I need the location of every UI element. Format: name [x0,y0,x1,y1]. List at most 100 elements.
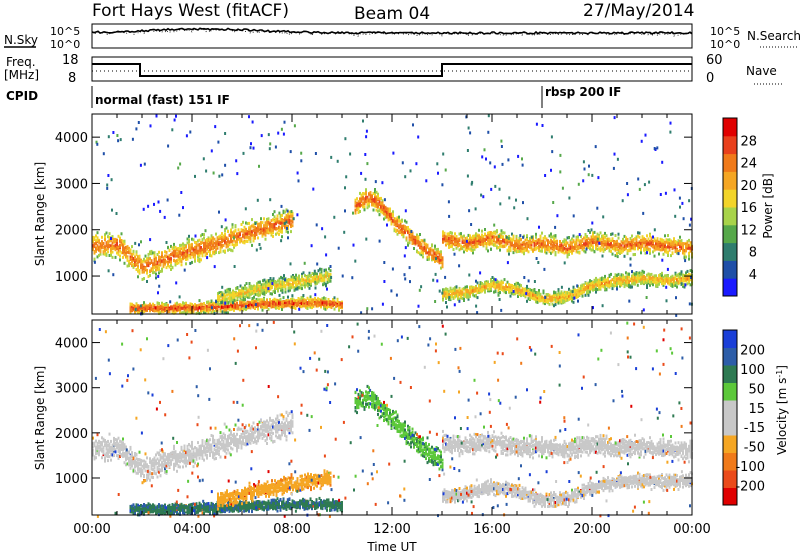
scatter-cell [532,296,534,300]
scatter-cell [485,237,488,241]
scatter-cell [619,278,621,282]
scatter-cell [491,235,494,239]
scatter-cell [443,231,446,235]
scatter-cell [593,241,596,244]
scatter-cell [688,272,690,276]
scatter-cell [401,233,403,237]
scatter-cell [152,251,154,255]
scatter-cell [542,241,545,245]
scatter-cell [243,229,246,233]
scatter-cell [464,292,467,296]
scatter-cell [469,241,471,245]
scatter-cell [667,241,669,245]
scatter-cell [566,248,569,252]
scatter-cell [595,238,597,242]
scatter-cell [231,249,234,253]
scatter-cell [225,226,228,230]
scatter-cell [565,241,567,245]
scatter-cell [249,230,252,234]
scatter-cell [448,237,450,240]
scatter-cell [374,190,376,194]
scatter-cell [475,239,477,243]
scatter-cell [631,285,633,289]
scatter-cell [590,228,593,232]
scatter-cell [469,238,471,241]
scatter-cell [194,245,196,249]
scatter-cell [221,235,223,239]
scatter-cell [517,240,519,244]
scatter-cell [356,204,358,208]
scatter-cell [482,237,485,241]
scatter-cell [490,232,492,236]
scatter-cell [230,236,232,240]
scatter-cell [417,235,420,239]
scatter-cell [272,229,274,232]
scatter-cell [650,280,653,284]
scatter-cell [463,250,465,254]
scatter-cell [460,293,462,297]
scatter-cell [119,236,121,240]
scatter-cell [662,246,665,249]
scatter-cell [544,242,546,246]
scatter-cell [497,246,500,250]
scatter-cell [545,238,548,242]
scatter-cell [260,221,262,225]
scatter-cell [502,288,504,292]
scatter-cell [129,251,132,255]
scatter-cell [110,249,112,253]
scatter-cell [664,240,666,244]
scatter-cell [399,219,402,223]
scatter-cell [647,278,650,281]
scatter-cell [511,286,513,290]
scatter-cell [626,277,629,281]
scatter-cell [272,225,274,229]
scatter-cell [499,240,501,244]
scatter-cell [371,196,373,200]
scatter-cell [539,239,542,243]
scatter-cell [616,282,618,286]
scatter-cell [287,212,289,216]
scatter-cell [369,199,372,203]
scatter-cell [682,244,684,248]
scatter-cell [120,232,123,236]
scatter-cell [572,245,575,249]
scatter-cell [122,246,124,250]
scatter-cell [533,239,536,243]
scatter-cell [457,293,459,297]
scatter-cell [448,289,450,293]
scatter-cell [604,240,606,243]
scatter-cell [179,259,181,263]
scatter-cell [275,220,277,224]
scatter-cell [110,253,112,257]
scatter-cell [381,204,384,208]
scatter-cell [284,225,286,229]
scatter-cell [221,232,223,236]
scatter-cell [126,247,129,251]
scatter-cell [380,203,382,207]
scatter-cell [132,257,135,260]
noise-search-trace [91,27,693,37]
scatter-cell [132,252,135,256]
scatter-cell [620,244,623,248]
scatter-cell [575,295,578,299]
scatter-cell [209,248,211,252]
scatter-cell [231,243,234,246]
scatter-cell [158,266,160,270]
scatter-cell [167,260,169,264]
scatter-cell [245,235,247,239]
scatter-cell [524,243,527,246]
scatter-cell [493,243,495,247]
scatter-cell [264,233,267,237]
scatter-cell [392,210,394,214]
scatter-cell [162,306,165,310]
scatter-cell [689,273,692,277]
scatter-cell [679,245,681,249]
scatter-cell [623,281,626,285]
scatter-cell [204,245,207,249]
scatter-cell [620,277,623,281]
scatter-cell [452,237,455,241]
scatter-cell [454,232,456,236]
scatter-cell [158,250,160,254]
scatter-cell [602,242,605,246]
scatter-cell [272,218,274,222]
